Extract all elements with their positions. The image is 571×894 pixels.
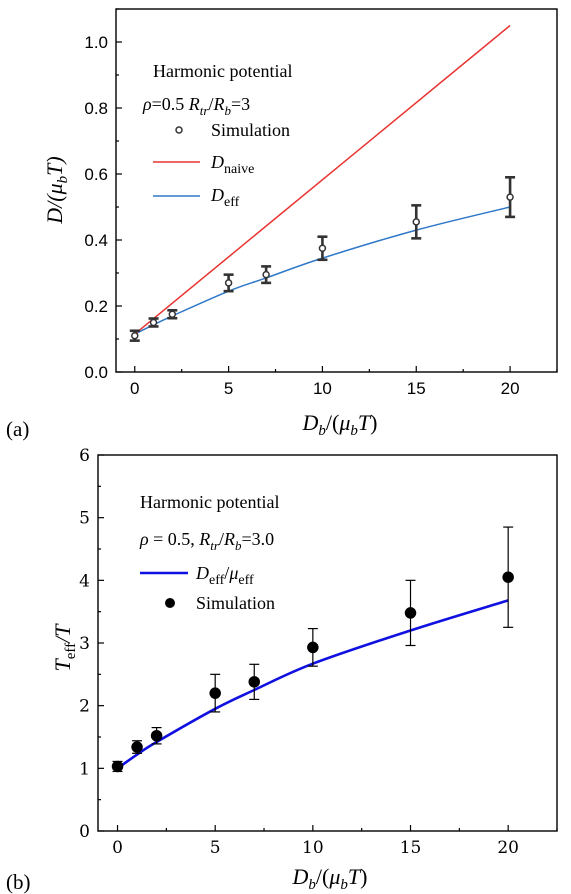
panel-a-legend-simulation-label: Simulation: [211, 120, 290, 140]
panel-a-legend-naive-label: Dnaive: [210, 152, 254, 177]
panel-a-y-tick-label: 0.0: [84, 363, 108, 382]
panel-a-y-tick-label: 0.8: [84, 99, 108, 118]
panel-a-x-tick-label: 20: [501, 379, 520, 398]
panel-b-legend-line-label: Deff/μeff: [195, 563, 254, 588]
panel-a-x-tick-label: 10: [313, 379, 332, 398]
panel-b-x-axis-label: Db/(μbT): [292, 864, 368, 893]
panel-a-x-tick-label: 15: [407, 379, 426, 398]
panel-a-series-0-point: [131, 331, 139, 340]
panel-a-x-tick-label: 5: [224, 379, 233, 398]
panel-b-y-axis-label: Teff/T: [50, 623, 79, 672]
panel-b-y-tick-label: 4: [79, 571, 90, 591]
panel-b-x-tick-label: 15: [400, 838, 422, 858]
panel-b-y-tick-label: 3: [79, 634, 90, 654]
panel-b-legend-params: ρ = 0.5, Rtr/Rb=3.0: [139, 529, 274, 553]
panel-a-y-tick-label: 1.0: [84, 33, 108, 52]
panel-b-series-1-point: [248, 676, 261, 688]
panel-b-y-tick-label: 5: [79, 509, 90, 529]
panel-a-y-axis-label: D/(μbT): [42, 156, 71, 224]
panel-b-label: (b): [6, 870, 31, 894]
panel-a-plot-frame: [115, 8, 558, 373]
panel-a-series-0-point: [149, 318, 158, 327]
panel-a-series-1-line: [134, 24, 511, 335]
panel-b-legend-title: Harmonic potential: [140, 492, 279, 512]
panel-b: 0 5 10 15 20 0 1 2 3 4 5 6 Teff/T Db/(μbT) (b) Harm…: [6, 446, 558, 894]
panel-b-legend-simulation-label: Simulation: [196, 593, 275, 613]
panel-a-legend: Harmonic potential ρ=0.5 Rtr/Rb=3 Simula…: [142, 61, 292, 210]
panel-b-x-tick-label: 20: [497, 838, 519, 858]
panel-b-ticks: 0 5 10 15 20 0 1 2 3 4 5 6: [79, 446, 558, 858]
panel-a-series-0-point: [168, 310, 177, 318]
panel-a-series-2-line: [134, 206, 511, 335]
panel-a-ticks: 0 5 10 15 20 0.0 0.2 0.4 0.6 0.8 1.0: [84, 8, 558, 398]
panel-b-series: [111, 526, 514, 773]
panel-a-series-0-point: [318, 244, 327, 252]
panel-b-series-1-point: [111, 760, 124, 773]
panel-a-legend-params: ρ=0.5 Rtr/Rb=3: [142, 94, 250, 118]
panel-b-legend: Harmonic potential ρ = 0.5, Rtr/Rb=3.0 D…: [139, 492, 279, 613]
panel-b-y-tick-label: 1: [79, 759, 90, 779]
panel-a-y-tick-label: 0.6: [84, 165, 108, 184]
panel-a-legend-eff-label: Deff: [210, 185, 240, 210]
panel-a-y-tick-label: 0.2: [84, 297, 108, 316]
panel-b-series-1-point: [404, 607, 417, 619]
panel-a-series-0-point: [412, 218, 421, 226]
panel-b-x-tick-label: 10: [302, 838, 324, 858]
panel-a-series: [129, 24, 516, 342]
panel-a-legend-simulation-marker: [175, 126, 183, 134]
panel-b-y-tick-label: 2: [79, 697, 90, 717]
panel-a-series-0-point: [224, 279, 233, 287]
panel-b-series-1-point: [209, 687, 221, 699]
panel-b-series-1-point: [502, 571, 514, 583]
panel-b-legend-simulation-marker: [165, 598, 175, 608]
panel-b-series-0-line: [116, 599, 509, 770]
panel-a-y-tick-label: 0.4: [84, 231, 108, 250]
panel-a-series-0-point: [506, 193, 514, 201]
panel-b-series-1-point: [150, 729, 163, 742]
panel-a: 0 5 10 15 20 0.0 0.2 0.4 0.6 0.8 1.0 D/(μbT) Db/(μ…: [6, 8, 558, 441]
panel-a-x-axis-label: Db/(μbT): [302, 410, 378, 439]
panel-b-series-1-point: [307, 641, 319, 654]
panel-a-x-tick-label: 0: [130, 379, 139, 398]
panel-b-series-1-point: [131, 741, 143, 753]
panel-a-label: (a): [6, 417, 29, 441]
panel-a-series-0-point: [262, 270, 270, 279]
panel-b-x-tick-label: 0: [112, 838, 123, 858]
panel-b-y-tick-label: 6: [79, 446, 90, 466]
panel-b-y-tick-label: 0: [79, 822, 90, 842]
panel-a-legend-title: Harmonic potential: [153, 61, 292, 81]
panel-b-x-tick-label: 5: [210, 838, 221, 858]
